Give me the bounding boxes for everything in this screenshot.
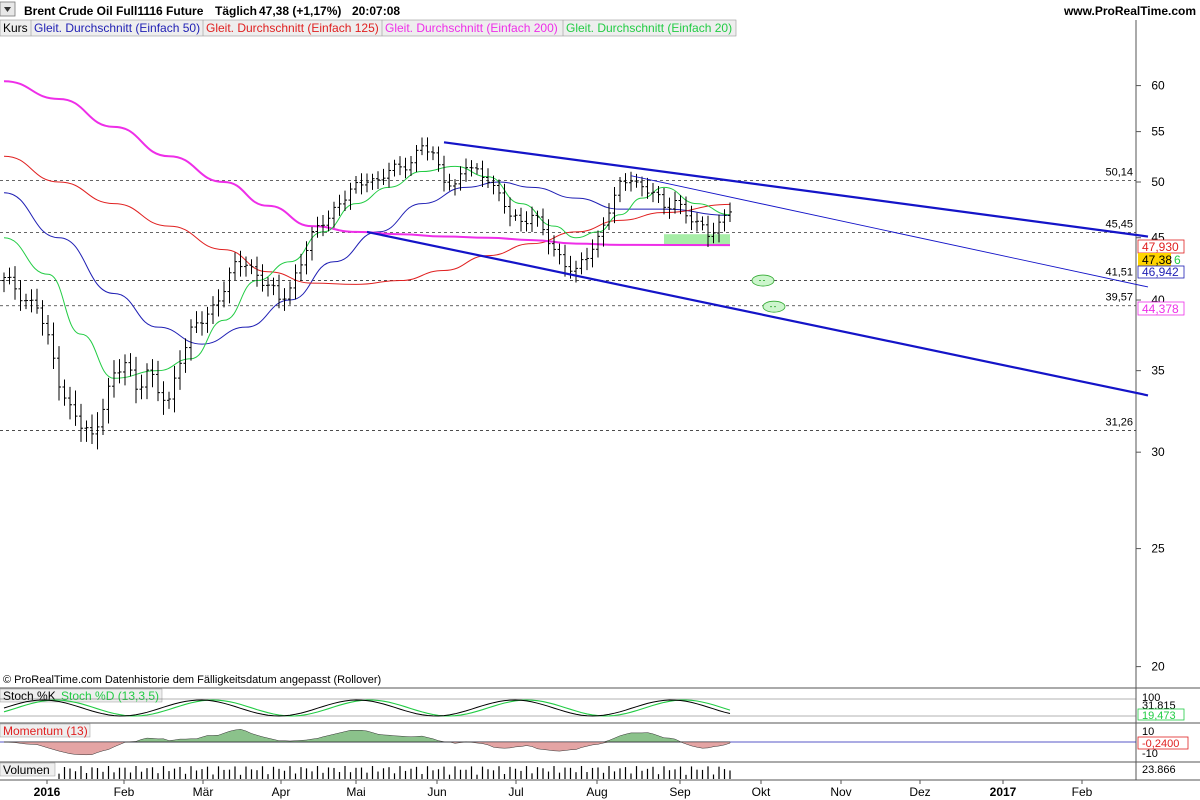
stoch-d-label: Stoch %D (13,3,5) — [61, 689, 159, 703]
volume-panel: Volumen 23.866 — [0, 761, 1200, 779]
stoch-d-value: 19,473 — [1142, 710, 1176, 722]
header: Brent Crude Oil Full1116 Future Täglich … — [0, 0, 1200, 20]
momentum-negative-area — [3, 741, 731, 756]
y-tick-label: 55 — [1151, 125, 1165, 139]
x-axis: 2016 Feb Mär Apr Mai Jun Jul Aug Sep Okt Nov Dez 201… — [0, 779, 1200, 799]
instrument-title: Brent Crude Oil Full1116 Future — [24, 4, 204, 18]
volume-bars — [58, 766, 731, 779]
tag-price: 47,38 — [1142, 253, 1172, 267]
quote-label: 47,38 (+1,17%) — [259, 4, 341, 18]
legend-ma125: Gleit. Durchschnitt (Einfach 125) — [206, 21, 379, 35]
stoch-k-line — [3, 699, 731, 717]
tag-ma125: 47,930 — [1142, 240, 1179, 254]
chevron-down-icon — [4, 7, 11, 12]
tag-ma50: 46,942 — [1142, 265, 1179, 279]
x-tick-label: Okt — [752, 785, 771, 799]
level-label: 39,57 — [1105, 292, 1133, 304]
volume-label: Volumen — [3, 763, 50, 777]
legend: Kurs Gleit. Durchschnitt (Einfach 50) Gl… — [0, 19, 737, 37]
momentum-panel: Momentum (13) 10 -0,2400 -10 — [0, 722, 1200, 760]
y-tick-label: 60 — [1151, 79, 1165, 93]
support-resistance-levels: 50,14 45,45 41,51 39,57 31,26 — [0, 167, 1136, 431]
target-zone-box — [664, 234, 730, 247]
website-label[interactable]: www.ProRealTime.com — [1063, 4, 1196, 18]
stochastic-panel: Stoch %K Stoch %D (13,3,5) 100 31,815 19… — [0, 687, 1200, 722]
legend-ma50: Gleit. Durchschnitt (Einfach 50) — [34, 21, 200, 35]
y-tick-label: 20 — [1151, 660, 1165, 674]
x-tick-label: Apr — [272, 785, 291, 799]
x-tick-label: Mär — [193, 785, 214, 799]
target-ellipses — [751, 274, 786, 313]
x-tick-label: Jun — [427, 785, 446, 799]
volume-value: 23.866 — [1142, 764, 1176, 776]
trendline-thin — [630, 175, 1149, 288]
legend-ma200: Gleit. Durchschnitt (Einfach 200) — [385, 21, 558, 35]
trendlines — [366, 141, 1149, 397]
momentum-label: Momentum (13) — [3, 724, 88, 738]
x-tick-label: Feb — [1072, 785, 1093, 799]
level-label: 45,45 — [1105, 218, 1133, 230]
trendline-lower — [366, 230, 1149, 397]
ma125-line — [3, 155, 731, 285]
time-label: 20:07:08 — [352, 4, 400, 18]
y-tick-label: 50 — [1151, 175, 1165, 189]
legend-kurs: Kurs — [3, 21, 28, 35]
x-tick-label: Sep — [669, 785, 691, 799]
momentum-axis-top: 10 — [1142, 726, 1154, 738]
x-tick-label: 2017 — [990, 785, 1017, 799]
interval-label: Täglich — [215, 4, 257, 18]
x-tick-label: Jul — [508, 785, 523, 799]
level-label: 41,51 — [1105, 266, 1133, 278]
tag-ma200: 44,378 — [1142, 302, 1179, 316]
level-label: 31,26 — [1105, 416, 1133, 428]
trendline-upper — [443, 141, 1149, 238]
stoch-k-label: Stoch %K — [3, 689, 56, 703]
target-zone — [664, 234, 730, 247]
tag-ma20: 6 — [1174, 253, 1181, 267]
y-tick-label: 35 — [1151, 364, 1165, 378]
momentum-axis-bottom: -10 — [1142, 748, 1158, 760]
x-tick-label: Aug — [586, 785, 607, 799]
ma200-line — [3, 80, 731, 247]
copyright-note: © ProRealTime.com Datenhistorie dem Fäll… — [3, 674, 381, 686]
y-tick-label: 25 — [1151, 542, 1165, 556]
ma50-line — [3, 181, 731, 345]
x-tick-label: Feb — [114, 785, 135, 799]
x-axis-ticks: 2016 Feb Mär Apr Mai Jun Jul Aug Sep Okt Nov Dez 201… — [34, 780, 1093, 799]
y-tick-label: 30 — [1151, 445, 1165, 459]
right-value-tags: 47,930 47,38 6 46,942 44,378 — [1137, 239, 1185, 316]
ma20-line — [3, 165, 731, 379]
x-tick-label: Nov — [830, 785, 851, 799]
x-tick-label: Dez — [909, 785, 930, 799]
x-tick-label: 2016 — [34, 785, 61, 799]
stoch-axis-top: 100 — [1142, 692, 1160, 704]
x-tick-label: Mai — [346, 785, 365, 799]
legend-ma20: Gleit. Durchschnitt (Einfach 20) — [566, 21, 732, 35]
level-label: 50,14 — [1105, 167, 1133, 179]
momentum-value: -0,2400 — [1142, 738, 1179, 750]
price-bars — [2, 137, 732, 450]
moving-averages — [3, 80, 731, 379]
